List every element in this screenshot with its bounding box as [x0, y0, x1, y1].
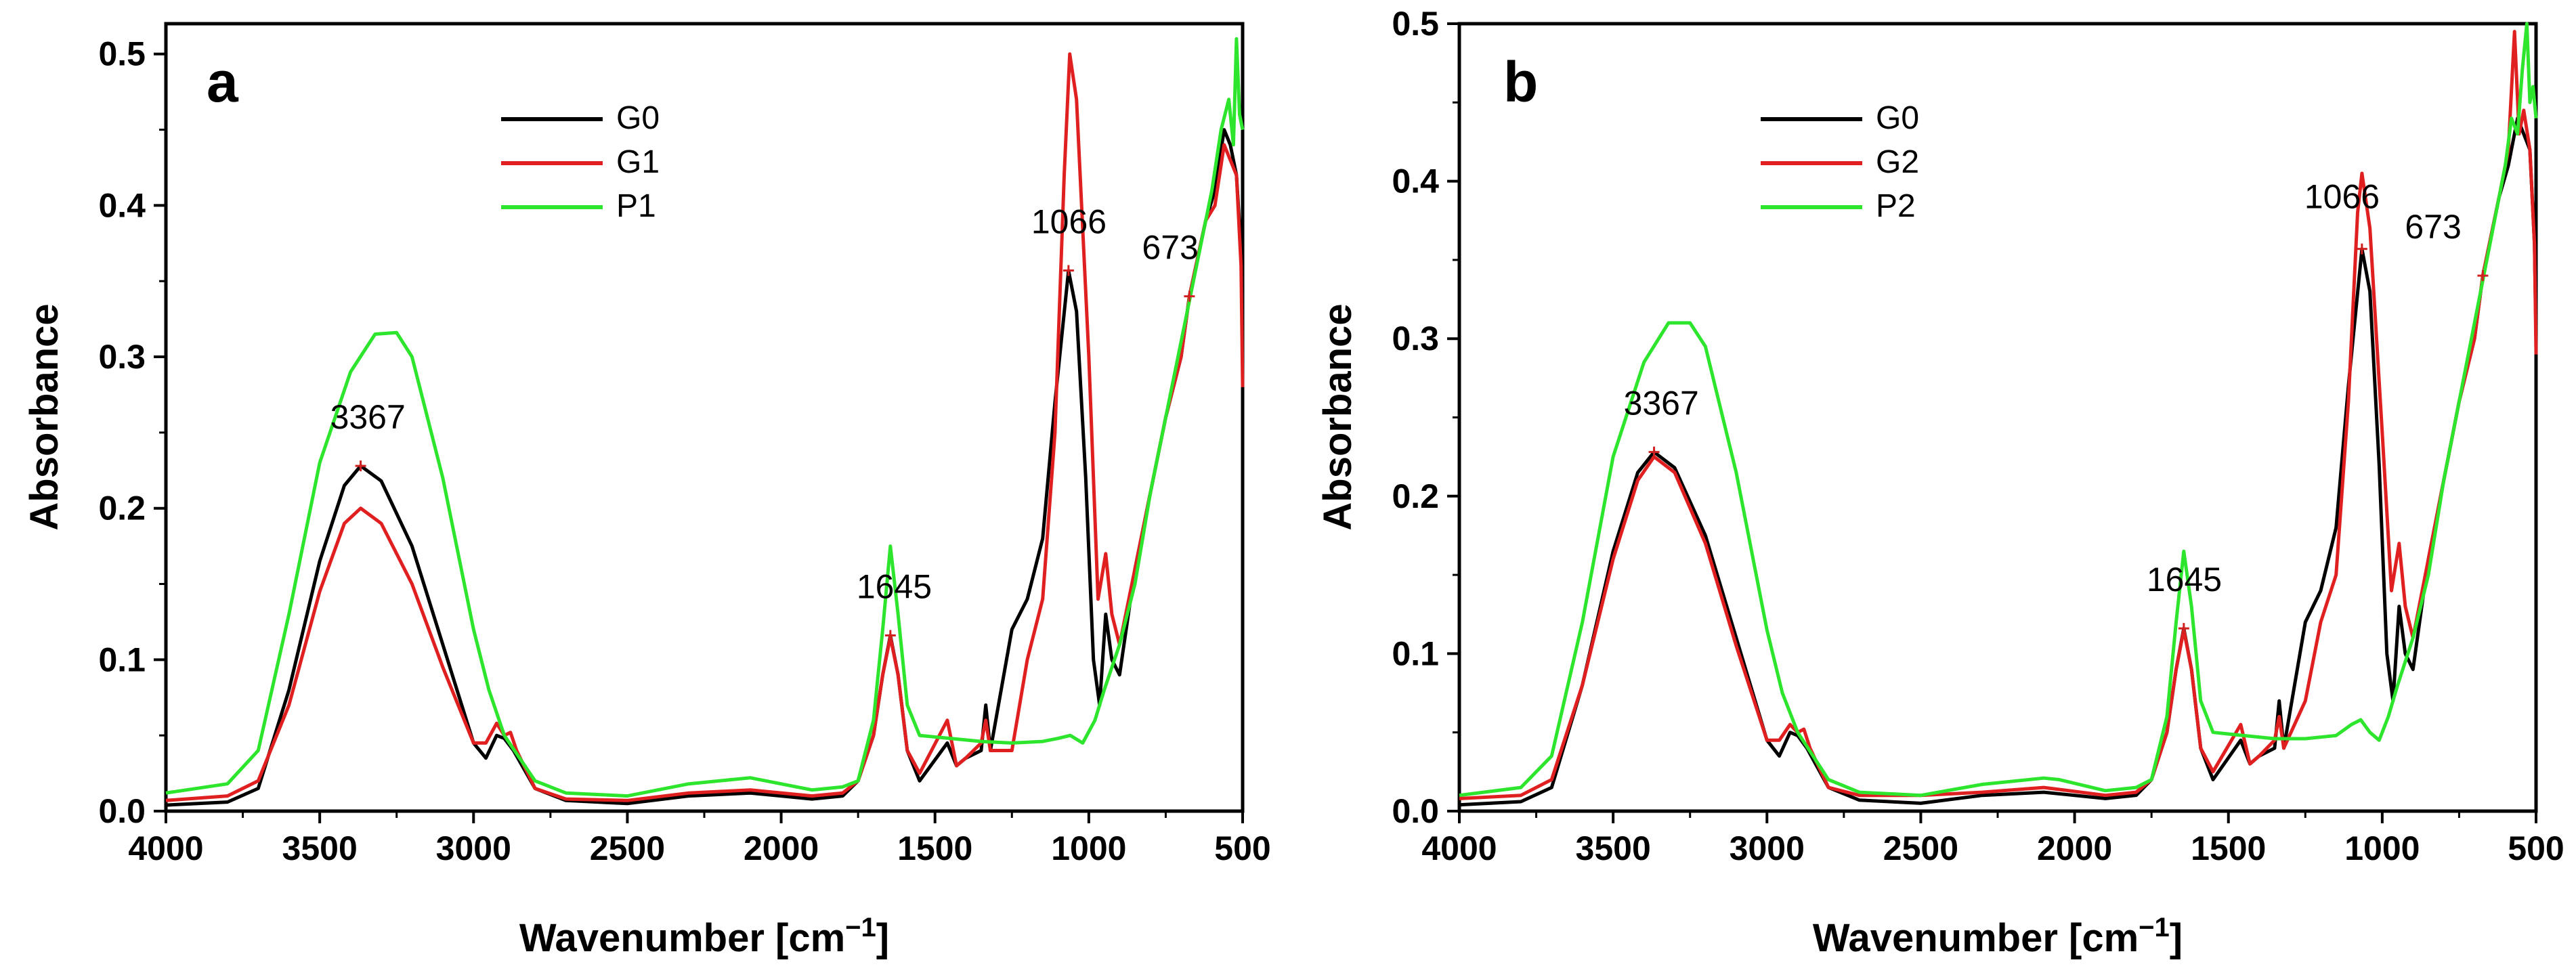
plot-area-b — [1457, 22, 2538, 813]
panel-label-a: a — [207, 50, 239, 114]
x-tick-label: 4000 — [128, 829, 203, 867]
peak-marker — [884, 630, 896, 641]
peak-label-673: 673 — [2405, 208, 2461, 246]
x-tick-label: 2500 — [1883, 829, 1958, 867]
x-tick-label: 3000 — [1730, 829, 1805, 867]
y-axis-label-b: Absorbance — [1316, 303, 1360, 530]
peak-marker — [2178, 623, 2189, 634]
peak-label-3367: 3367 — [1624, 385, 1699, 422]
series-line-g1 — [165, 52, 1245, 802]
series-line-g2 — [1459, 30, 2538, 800]
y-tick-label: 0.4 — [1392, 162, 1439, 200]
legend-b: G0 G2 P2 — [1761, 100, 1919, 224]
series-line-g0 — [1459, 116, 2538, 807]
x-tick-label: 2000 — [2037, 829, 2112, 867]
peak-label-1066: 1066 — [2304, 178, 2380, 216]
y-tick-label: 0.3 — [98, 338, 146, 376]
y-tick-label: 0.5 — [1392, 5, 1439, 43]
series-line-p2 — [1459, 22, 2538, 798]
y-tick-label: 0.4 — [98, 186, 146, 224]
y-tick-label: 0.0 — [1392, 792, 1439, 830]
y-tick-label: 0.1 — [1392, 634, 1439, 672]
legend-label-p1: P1 — [616, 188, 656, 224]
peak-marker — [1648, 446, 1660, 458]
peak-label-1645: 1645 — [857, 568, 932, 606]
x-axis-label-a: Wavenumber [cm−1] — [519, 913, 889, 960]
y-tick-label: 0.3 — [1392, 320, 1439, 357]
peak-label-1645: 1645 — [2147, 561, 2222, 599]
peak-marker — [2477, 270, 2489, 282]
y-tick-label: 0.2 — [98, 490, 146, 527]
x-tick-label: 500 — [2508, 829, 2564, 867]
peak-label-1066: 1066 — [1031, 203, 1107, 241]
x-tick-label: 2000 — [744, 829, 819, 867]
y-axis-label-a: Absorbance — [22, 303, 66, 530]
y-tick-label: 0.1 — [98, 641, 146, 678]
x-tick-label: 1500 — [2191, 829, 2266, 867]
x-tick-label: 4000 — [1421, 829, 1497, 867]
x-axis-label-b: Wavenumber [cm−1] — [1813, 913, 2183, 960]
x-tick-label: 3000 — [436, 829, 511, 867]
y-tick-label: 0.5 — [98, 35, 146, 73]
peak-marker — [2356, 243, 2367, 255]
x-tick-label: 1500 — [897, 829, 972, 867]
peak-label-673: 673 — [1142, 229, 1198, 267]
x-tick-label: 3500 — [1576, 829, 1651, 867]
chart-panel-b: 4000 3500 3000 2500 2000 1500 1000 500 0.0 0.1 0.2… — [1316, 5, 2564, 960]
panel-label-b: b — [1503, 50, 1538, 114]
legend-label-p2: P2 — [1876, 188, 1916, 224]
x-tick-label: 500 — [1214, 829, 1270, 867]
legend-a: G0 G1 P1 — [501, 100, 660, 224]
x-tick-label: 1000 — [2344, 829, 2420, 867]
legend-label-g0: G0 — [616, 100, 660, 136]
peak-marker — [1184, 290, 1195, 302]
x-tick-label: 2500 — [590, 829, 665, 867]
peak-marker — [1062, 265, 1074, 276]
y-tick-label: 0.0 — [98, 792, 146, 830]
y-tick-label: 0.2 — [1392, 477, 1439, 515]
legend-label-g0: G0 — [1876, 100, 1919, 136]
peak-marker — [355, 460, 366, 472]
x-tick-label: 3500 — [282, 829, 358, 867]
x-tick-label: 1000 — [1051, 829, 1126, 867]
legend-label-g1: G1 — [616, 144, 660, 180]
legend-label-g2: G2 — [1876, 144, 1919, 180]
chart-panel-a: 4000 3500 3000 2500 2000 1500 1000 500 0.0 0.1 0.2… — [22, 22, 1271, 960]
series-line-p1 — [165, 37, 1245, 798]
peak-label-3367: 3367 — [330, 398, 406, 436]
